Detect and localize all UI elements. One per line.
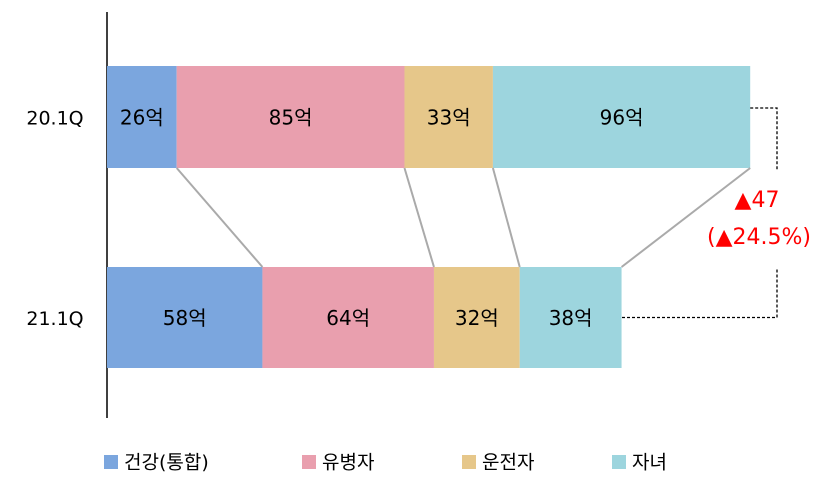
legend-label: 자녀	[632, 452, 667, 474]
bar-segment	[107, 66, 177, 168]
connector	[620, 167, 751, 268]
annotation: (▲24.5%)	[707, 225, 811, 250]
annotation: ▲47	[735, 188, 780, 213]
category-label: 20.1Q	[26, 108, 83, 130]
value-label: 26억	[120, 106, 164, 130]
value-label: 64억	[326, 306, 370, 330]
value-label: 32억	[455, 306, 499, 330]
bar-segment	[107, 267, 263, 368]
bar-segment	[176, 66, 405, 168]
value-label: 58억	[163, 306, 207, 330]
value-label: 33억	[427, 106, 471, 130]
bar-segment	[404, 66, 493, 168]
connector	[175, 167, 264, 268]
connector	[491, 167, 521, 268]
legend-swatch	[302, 455, 316, 469]
legend-label: 운전자	[482, 452, 534, 474]
legend-label: 유병자	[322, 452, 374, 474]
value-label: 96억	[600, 106, 644, 130]
legend-swatch	[104, 455, 118, 469]
bar-segment	[519, 267, 622, 368]
connector	[403, 167, 435, 268]
value-label: 85억	[269, 106, 313, 130]
legend-swatch	[462, 455, 476, 469]
bar-segment	[262, 267, 434, 368]
legend-label: 건강(통합)	[124, 452, 209, 474]
dashed-bracket	[621, 269, 778, 319]
dashed-bracket	[750, 107, 778, 170]
category-label: 21.1Q	[26, 308, 83, 330]
bar-segment	[492, 66, 751, 168]
bar-segment	[433, 267, 520, 368]
legend-swatch	[612, 455, 626, 469]
value-label: 38억	[549, 306, 593, 330]
